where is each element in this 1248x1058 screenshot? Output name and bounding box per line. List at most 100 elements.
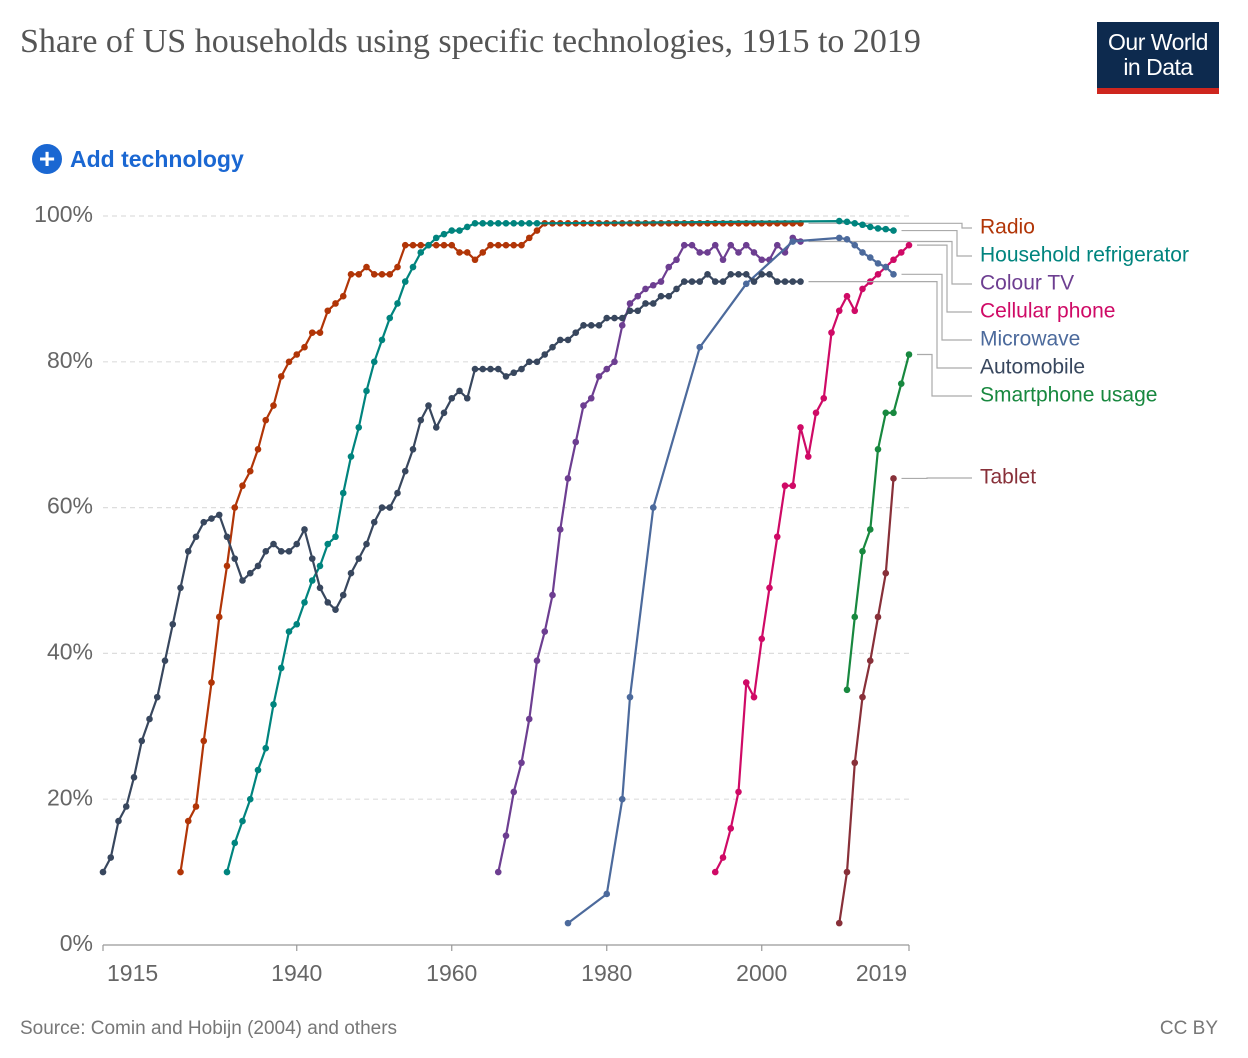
data-point bbox=[301, 343, 308, 351]
data-point bbox=[479, 249, 487, 256]
data-point bbox=[603, 890, 611, 898]
data-point bbox=[665, 292, 673, 300]
data-point bbox=[200, 518, 208, 526]
series bbox=[711, 241, 913, 876]
data-point bbox=[316, 329, 324, 336]
data-point bbox=[339, 489, 347, 497]
series-line bbox=[838, 478, 895, 924]
data-point bbox=[711, 868, 719, 876]
data-point bbox=[518, 365, 525, 373]
data-point bbox=[711, 241, 719, 249]
data-point bbox=[890, 409, 897, 417]
data-point bbox=[324, 599, 332, 606]
license[interactable]: CC BY bbox=[1159, 1018, 1218, 1039]
data-point bbox=[882, 225, 890, 233]
data-point bbox=[642, 300, 649, 307]
data-point bbox=[169, 620, 177, 628]
label-connector bbox=[917, 353, 972, 397]
data-point bbox=[696, 219, 704, 227]
data-point bbox=[494, 365, 502, 373]
data-point bbox=[270, 402, 277, 409]
series-line bbox=[497, 236, 801, 873]
data-point bbox=[750, 249, 758, 256]
data-point bbox=[851, 759, 859, 767]
data-point bbox=[541, 351, 549, 358]
data-point bbox=[835, 307, 843, 315]
data-point bbox=[502, 219, 510, 227]
data-point bbox=[223, 533, 231, 541]
data-point bbox=[556, 336, 564, 344]
data-point bbox=[766, 584, 773, 592]
add-button[interactable]: + Add technology bbox=[32, 144, 244, 174]
data-point bbox=[487, 219, 494, 227]
data-point bbox=[797, 278, 804, 285]
chart-title: Share of US households using specific te… bbox=[20, 23, 921, 60]
data-point bbox=[409, 445, 417, 453]
data-point bbox=[293, 620, 301, 628]
data-point bbox=[797, 424, 804, 431]
data-point bbox=[231, 504, 239, 511]
data-point bbox=[463, 249, 471, 256]
data-point bbox=[688, 219, 696, 227]
data-point bbox=[231, 555, 239, 562]
y-tick-label: 60% bbox=[47, 493, 93, 519]
data-point bbox=[897, 380, 905, 387]
data-point bbox=[215, 613, 223, 621]
data-point bbox=[456, 249, 463, 256]
data-point bbox=[874, 613, 882, 621]
data-point bbox=[502, 241, 510, 249]
data-point bbox=[192, 803, 200, 810]
data-point bbox=[370, 518, 378, 526]
data-point bbox=[673, 285, 680, 293]
data-point bbox=[603, 365, 611, 373]
data-point bbox=[549, 591, 556, 599]
data-point bbox=[448, 241, 456, 249]
data-point bbox=[487, 365, 494, 373]
series bbox=[99, 271, 804, 876]
data-point bbox=[859, 221, 866, 229]
legend-label: Colour TV bbox=[980, 272, 1074, 295]
data-point bbox=[200, 737, 208, 745]
data-point bbox=[510, 219, 518, 227]
data-point bbox=[688, 278, 696, 285]
data-point bbox=[525, 358, 533, 366]
data-point bbox=[750, 278, 758, 285]
data-point bbox=[332, 533, 339, 541]
data-point bbox=[580, 322, 587, 329]
data-point bbox=[789, 482, 797, 490]
data-point bbox=[711, 278, 719, 285]
legend-label: Microwave bbox=[980, 328, 1080, 351]
x-tick-label: 1980 bbox=[581, 960, 632, 986]
data-point bbox=[401, 278, 409, 285]
data-point bbox=[239, 817, 246, 825]
data-point bbox=[859, 548, 866, 555]
series bbox=[835, 475, 897, 927]
logo-line: Our World bbox=[1108, 29, 1208, 55]
data-point bbox=[246, 467, 254, 475]
data-point bbox=[704, 249, 711, 256]
data-point bbox=[401, 467, 409, 475]
data-point bbox=[239, 482, 246, 490]
series bbox=[223, 217, 897, 876]
data-point bbox=[587, 322, 595, 329]
data-point bbox=[494, 868, 502, 876]
data-point bbox=[843, 868, 851, 876]
data-point bbox=[254, 445, 262, 453]
data-point bbox=[471, 219, 479, 227]
data-point bbox=[463, 223, 471, 231]
data-point bbox=[146, 715, 153, 723]
data-point bbox=[572, 438, 580, 446]
data-point bbox=[494, 219, 502, 227]
data-point bbox=[859, 285, 866, 293]
data-point bbox=[378, 336, 386, 344]
data-point bbox=[758, 635, 766, 643]
data-point bbox=[851, 613, 859, 621]
data-point bbox=[502, 832, 510, 839]
data-point bbox=[254, 766, 262, 774]
data-point bbox=[890, 256, 897, 264]
data-point bbox=[758, 271, 766, 278]
logo[interactable]: Our World in Data bbox=[1097, 22, 1219, 94]
data-point bbox=[618, 795, 626, 803]
data-point bbox=[696, 249, 704, 256]
